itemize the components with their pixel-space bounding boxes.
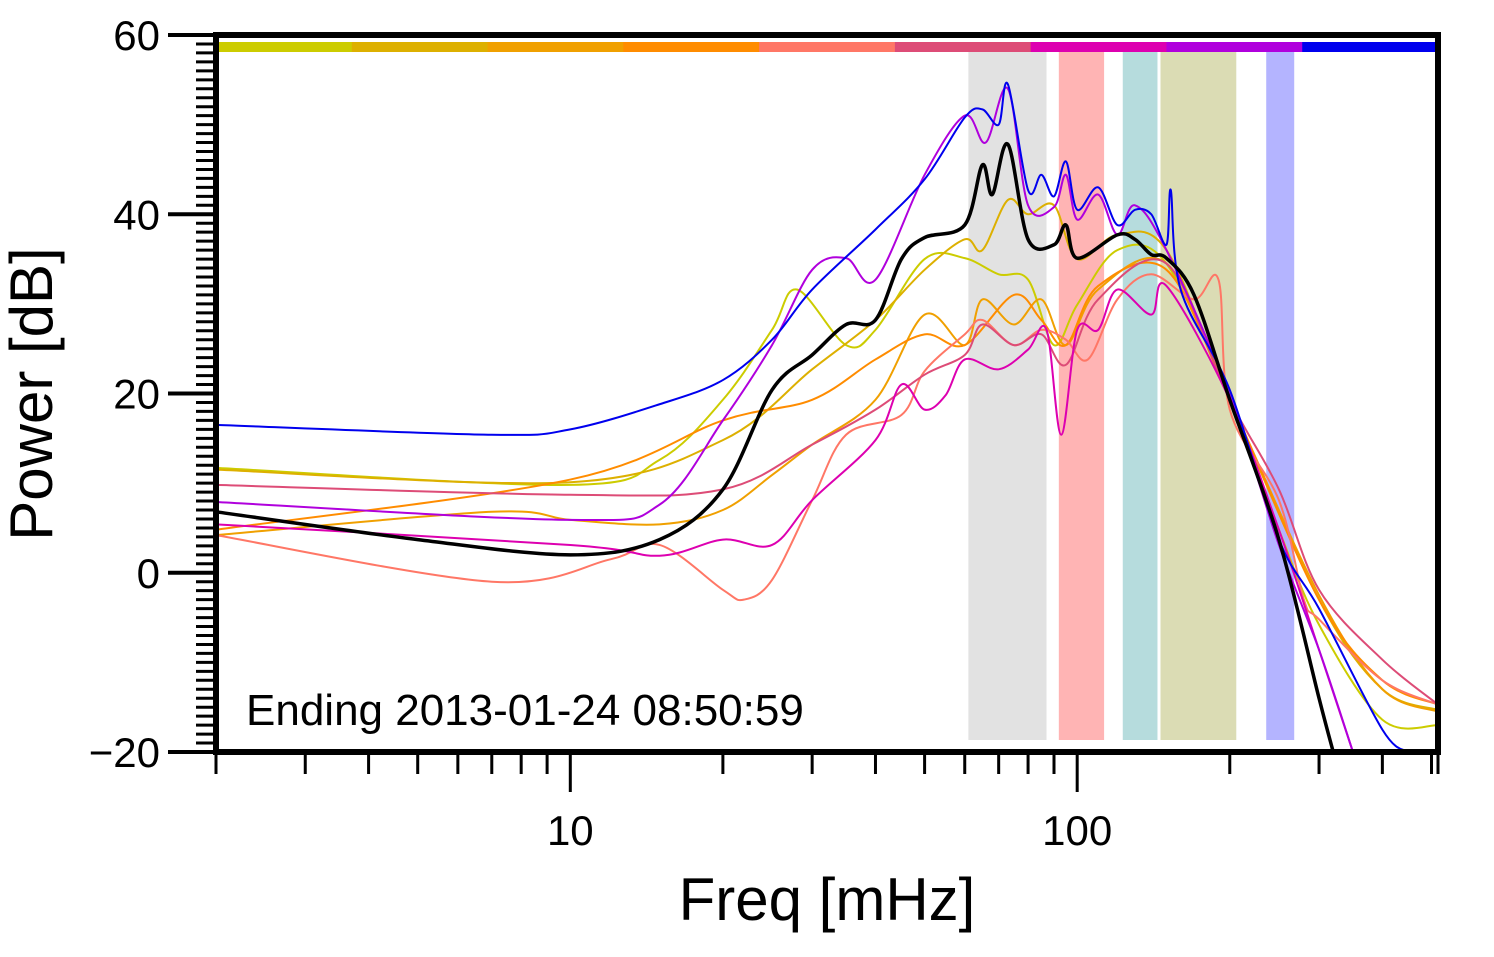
color-bar-segment-1 bbox=[351, 42, 489, 52]
color-bar-segment-4 bbox=[759, 42, 896, 52]
plot-frame bbox=[213, 32, 1441, 755]
y-axis-label: Power [dB] bbox=[0, 247, 65, 540]
frequency-band-1 bbox=[1058, 52, 1105, 740]
frequency-band-2 bbox=[1122, 52, 1158, 740]
frequency-bands bbox=[968, 52, 1295, 740]
y-tick-label: 0 bbox=[137, 550, 160, 597]
color-bar-segment-2 bbox=[487, 42, 624, 52]
x-axis-label: Freq [mHz] bbox=[679, 866, 976, 933]
series-line-6 bbox=[215, 282, 1354, 753]
annotation-text: Ending 2013-01-24 08:50:59 bbox=[246, 686, 804, 735]
frequency-band-4 bbox=[1266, 52, 1295, 740]
color-bar-segment-0 bbox=[216, 42, 353, 52]
color-bar-segment-3 bbox=[623, 42, 760, 52]
mean-series-line bbox=[215, 142, 1335, 753]
series-line-5 bbox=[215, 258, 1439, 706]
color-bar-segment-8 bbox=[1302, 42, 1439, 52]
frequency-band-0 bbox=[968, 52, 1047, 740]
color-bar-segment-7 bbox=[1166, 42, 1303, 52]
series-line-3 bbox=[215, 261, 1439, 706]
color-bar-segment-5 bbox=[894, 42, 1032, 52]
color-bar-segment-6 bbox=[1030, 42, 1167, 52]
series-line-2 bbox=[215, 256, 1439, 713]
series-color-bar bbox=[216, 42, 1439, 52]
y-tick-label: 40 bbox=[113, 191, 160, 238]
y-tick-label: −20 bbox=[89, 729, 160, 776]
x-tick-label: 100 bbox=[1042, 807, 1112, 854]
frequency-band-3 bbox=[1160, 52, 1237, 740]
series-line-7 bbox=[215, 86, 1354, 753]
x-tick-label: 10 bbox=[547, 807, 594, 854]
y-tick-label: 20 bbox=[113, 371, 160, 418]
series-lines bbox=[215, 81, 1439, 753]
y-tick-label: 60 bbox=[113, 12, 160, 59]
axis-ticks: −20 0 20 40 60 10 100 bbox=[89, 12, 1440, 854]
